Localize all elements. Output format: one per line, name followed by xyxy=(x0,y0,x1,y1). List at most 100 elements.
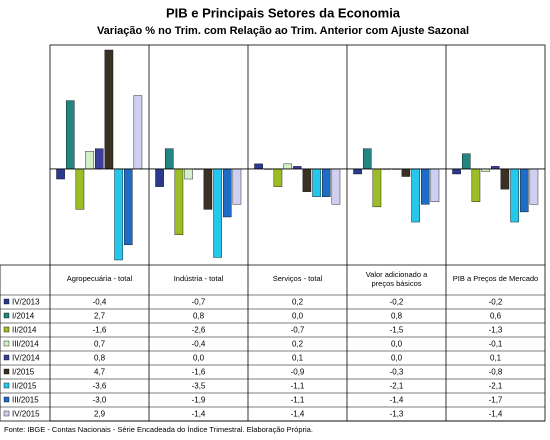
table-cell: 0,0 xyxy=(391,354,403,363)
table-cell: -2,1 xyxy=(489,382,503,391)
legend-label: II/2014 xyxy=(12,326,37,335)
legend-swatch xyxy=(3,410,10,417)
table-cell: -1,1 xyxy=(291,382,305,391)
bar xyxy=(85,151,94,170)
bar xyxy=(155,168,164,187)
legend-swatch xyxy=(3,382,10,389)
table-cell: -3,0 xyxy=(93,396,107,405)
bar xyxy=(302,168,312,192)
table-cell: 0,0 xyxy=(292,312,304,321)
bar xyxy=(312,168,321,197)
legend-label: IV/2013 xyxy=(12,298,40,307)
table-cell: 0,1 xyxy=(490,354,502,363)
table-cell: 0,8 xyxy=(391,312,403,321)
bar xyxy=(372,168,382,208)
table-cell: -1,4 xyxy=(390,396,404,405)
table-cell: -1,4 xyxy=(192,410,206,419)
bar xyxy=(362,148,372,170)
bar xyxy=(222,168,232,218)
legend-label: III/2014 xyxy=(12,340,39,349)
category-label: Indústria - total xyxy=(174,274,224,283)
bar xyxy=(254,163,263,170)
legend-label: I/2014 xyxy=(12,312,35,321)
bar xyxy=(65,100,75,170)
table-cell: 0,8 xyxy=(94,354,106,363)
bar xyxy=(529,168,539,205)
category-label: Valor adicionado a preços básicos xyxy=(366,270,428,288)
legend-label: II/2015 xyxy=(12,382,37,391)
bar xyxy=(471,168,481,203)
table-cell: -1,1 xyxy=(291,396,305,405)
bar xyxy=(321,168,331,197)
table-cell: 0,2 xyxy=(292,340,304,349)
bar xyxy=(133,95,143,170)
table-cell: 0,8 xyxy=(193,312,205,321)
bar xyxy=(164,148,174,170)
category-label: Agropecuária - total xyxy=(67,274,133,283)
bar xyxy=(461,153,471,170)
legend-swatch xyxy=(3,354,10,361)
legend-swatch xyxy=(3,298,10,305)
table-cell: -0,2 xyxy=(390,298,404,307)
table-cell: 0,2 xyxy=(292,298,304,307)
legend-label: III/2015 xyxy=(12,396,39,405)
table-cell: -1,7 xyxy=(489,396,503,405)
bar xyxy=(203,168,213,210)
bar xyxy=(420,168,430,205)
bar xyxy=(114,168,123,261)
chart-title: PIB e Principais Setores da Economia xyxy=(166,5,401,20)
table-cell: -0,2 xyxy=(489,298,503,307)
table-cell: -1,6 xyxy=(93,326,107,335)
bar xyxy=(213,168,222,258)
bar xyxy=(411,168,420,223)
bar xyxy=(430,168,440,203)
bar xyxy=(510,168,519,223)
bar xyxy=(500,168,510,190)
table-cell: -0,9 xyxy=(291,368,305,377)
table-cell: -1,6 xyxy=(192,368,206,377)
chart-subtitle: Variação % no Trim. com Relação ao Trim.… xyxy=(97,25,469,37)
table-cell: 2,7 xyxy=(94,312,106,321)
bar xyxy=(56,168,65,180)
table-cell: -1,4 xyxy=(291,410,305,419)
table-cell: -2,1 xyxy=(390,382,404,391)
table-cell: -3,6 xyxy=(93,382,107,391)
table-cell: 0,0 xyxy=(193,354,205,363)
table-cell: 0,0 xyxy=(391,340,403,349)
table-cell: -1,3 xyxy=(489,326,503,335)
bar xyxy=(519,168,529,213)
source-note: Fonte: IBGE - Contas Nacionais - Série E… xyxy=(4,425,313,434)
table-cell: -2,6 xyxy=(192,326,206,335)
category-label: PIB a Preços de Mercado xyxy=(453,274,538,283)
table-cell: -1,9 xyxy=(192,396,206,405)
table-cell: -0,1 xyxy=(489,340,503,349)
legend-swatch xyxy=(3,340,10,347)
legend-swatch xyxy=(3,396,10,403)
table-cell: 0,6 xyxy=(490,312,502,321)
table-cell: -0,4 xyxy=(192,340,206,349)
bar xyxy=(94,148,104,170)
bar xyxy=(174,168,184,235)
bar xyxy=(452,168,461,175)
table-cell: -0,4 xyxy=(93,298,107,307)
table-cell: -1,3 xyxy=(390,410,404,419)
table-cell: -1,5 xyxy=(390,326,404,335)
legend-label: IV/2014 xyxy=(12,354,40,363)
bar xyxy=(104,49,114,170)
category-label: Serviços - total xyxy=(273,274,323,283)
bar xyxy=(273,168,283,187)
table-cell: 0,7 xyxy=(94,340,106,349)
table-cell: -0,7 xyxy=(291,326,305,335)
table-cell: -3,5 xyxy=(192,382,206,391)
bar xyxy=(75,168,85,210)
table-cell: -0,8 xyxy=(489,368,503,377)
legend-label: I/2015 xyxy=(12,368,35,377)
bar xyxy=(123,168,133,246)
table-cell: 2,9 xyxy=(94,410,106,419)
legend-swatch xyxy=(3,312,10,319)
legend-swatch xyxy=(3,326,10,333)
legend-label: IV/2015 xyxy=(12,410,40,419)
table-cell: 0,1 xyxy=(292,354,304,363)
table-cell: 4,7 xyxy=(94,368,106,377)
